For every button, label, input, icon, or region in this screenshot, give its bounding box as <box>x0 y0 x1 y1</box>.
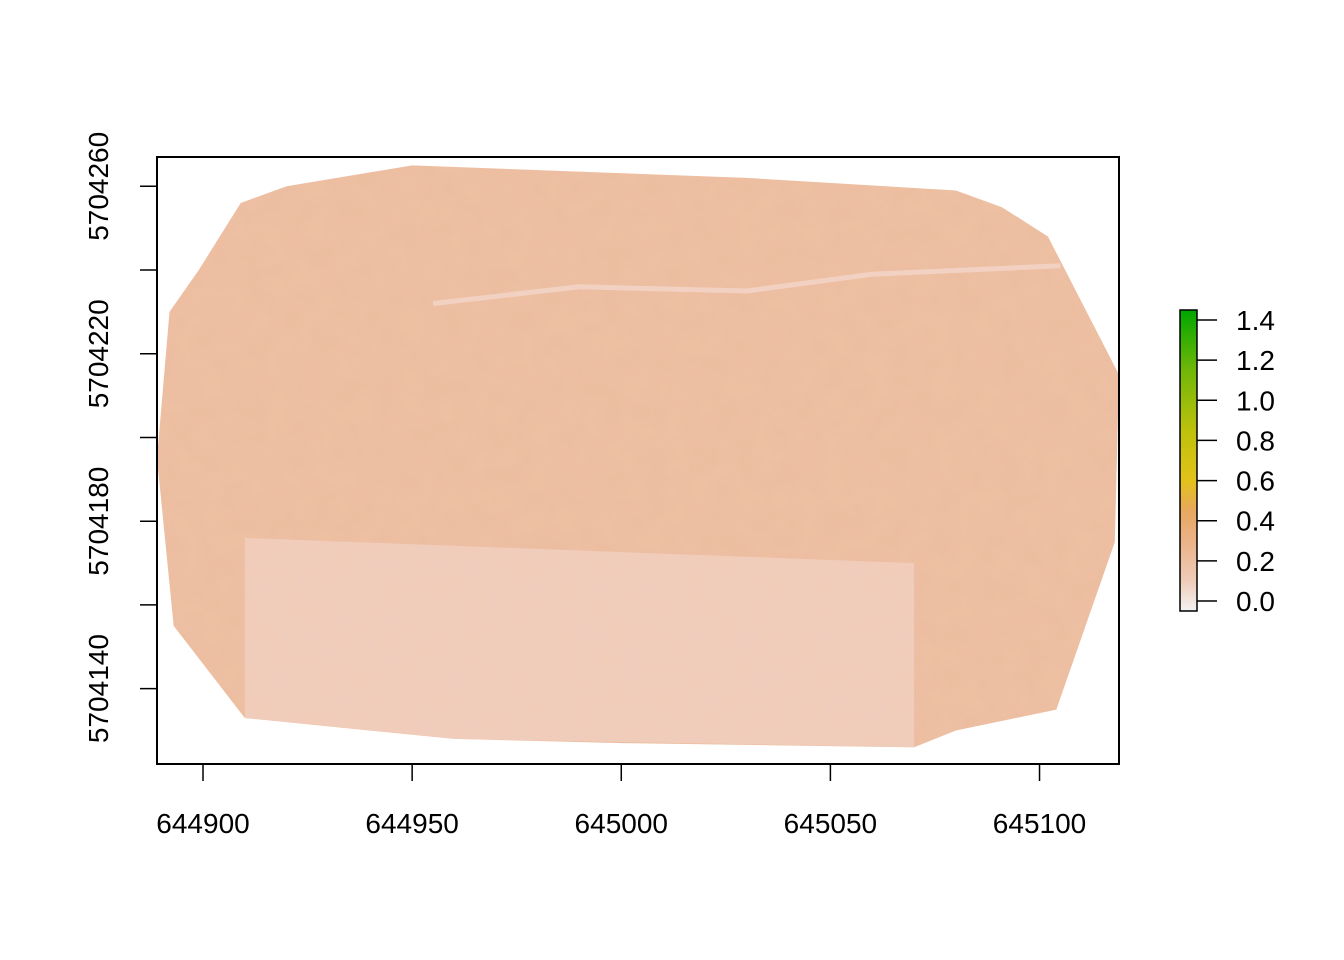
x-tick-label: 645050 <box>784 808 877 839</box>
x-axis: 644900 644950 645000 645050 645100 <box>156 763 1086 839</box>
raster-texture <box>157 165 1119 748</box>
colorbar-tick-label: 0.0 <box>1236 586 1275 617</box>
raster-path-feature <box>432 263 1061 306</box>
y-tick-label: 5704220 <box>83 299 114 408</box>
y-tick-label: 5704140 <box>83 634 114 743</box>
colorbar-tick-label: 0.4 <box>1236 506 1275 537</box>
colorbar-tick-label: 1.2 <box>1236 345 1275 376</box>
y-axis: 5704140 5704180 5704220 5704260 <box>83 132 158 743</box>
colorbar-tick-label: 1.4 <box>1236 305 1275 336</box>
colorbar-tick-label: 0.2 <box>1236 546 1275 577</box>
x-tick-label: 644950 <box>365 808 458 839</box>
y-tick-label: 5704180 <box>83 467 114 576</box>
x-tick-label: 645100 <box>993 808 1086 839</box>
y-tick-label: 5704260 <box>83 132 114 241</box>
x-tick-label: 645000 <box>575 808 668 839</box>
colorbar-tick-label: 0.6 <box>1236 466 1275 497</box>
colorbar-tick-label: 1.0 <box>1236 385 1275 416</box>
raster-layer <box>157 165 1119 748</box>
colorbar <box>1179 309 1198 612</box>
colorbar-legend: 0.0 0.2 0.4 0.6 0.8 1.0 1.2 1.4 <box>1179 305 1275 617</box>
colorbar-tick-label: 0.8 <box>1236 425 1275 456</box>
x-tick-label: 644900 <box>156 808 249 839</box>
colorbar-ticks: 0.0 0.2 0.4 0.6 0.8 1.0 1.2 1.4 <box>1197 305 1275 617</box>
